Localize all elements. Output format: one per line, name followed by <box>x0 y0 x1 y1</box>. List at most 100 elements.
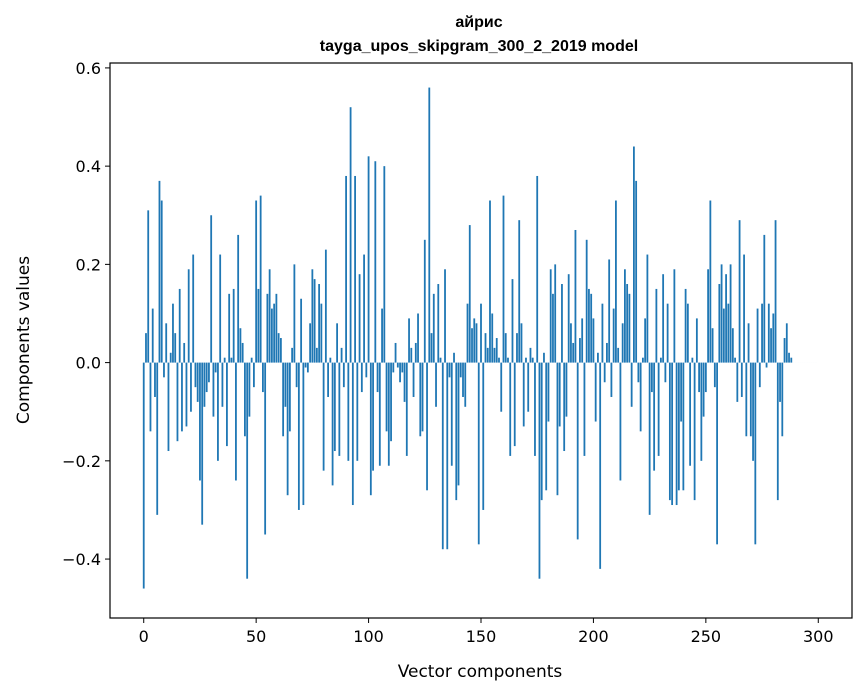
x-axis-ticks: 0 50 100 150 200 250 300 <box>139 618 834 646</box>
bar <box>459 362 462 378</box>
bar <box>785 323 788 363</box>
bar <box>201 362 204 525</box>
bar <box>646 254 649 363</box>
bar <box>484 333 487 363</box>
bar <box>163 362 165 378</box>
bar <box>293 264 296 363</box>
bar <box>226 362 228 447</box>
bar <box>502 195 505 363</box>
bar <box>284 362 287 407</box>
bar <box>232 288 235 363</box>
bar <box>700 362 703 461</box>
bar <box>473 318 476 363</box>
bar <box>363 254 365 363</box>
bar <box>549 269 552 363</box>
bar <box>493 347 496 363</box>
x-tick-label: 250 <box>691 627 722 646</box>
bar <box>369 362 372 496</box>
bar <box>444 269 446 363</box>
bar <box>790 357 793 363</box>
bar <box>770 328 772 363</box>
bar <box>756 308 759 363</box>
bar <box>776 362 779 501</box>
bar <box>462 362 464 397</box>
bar <box>390 362 392 442</box>
bar <box>761 303 763 363</box>
bar <box>772 313 775 363</box>
bar <box>621 323 624 363</box>
bar <box>554 264 557 363</box>
y-axis-label: Components values <box>14 256 34 424</box>
bar <box>588 288 590 363</box>
bar <box>448 362 451 378</box>
bar <box>187 269 190 363</box>
bar <box>475 323 478 363</box>
y-tick-label: 0.6 <box>76 59 101 78</box>
bar <box>165 323 168 363</box>
bar <box>729 264 732 363</box>
bar <box>428 87 431 363</box>
bar <box>412 362 415 397</box>
bar <box>340 347 343 363</box>
bar <box>556 362 559 496</box>
bar <box>192 254 195 363</box>
bar <box>365 362 368 378</box>
bar <box>315 347 318 363</box>
bar <box>259 195 262 363</box>
bar <box>547 362 550 422</box>
bar <box>181 362 183 432</box>
bar <box>185 362 188 427</box>
bar <box>513 362 516 447</box>
bar <box>736 362 739 402</box>
bar <box>277 333 280 363</box>
bar <box>255 200 258 363</box>
bar <box>324 249 327 363</box>
bar <box>686 303 689 363</box>
bar <box>154 362 156 397</box>
bar <box>624 269 626 363</box>
bar <box>172 303 174 363</box>
bar <box>331 362 334 486</box>
y-tick-label: 0.0 <box>76 354 101 373</box>
bar <box>779 362 781 402</box>
bar <box>511 279 514 363</box>
bar <box>617 347 620 363</box>
bar <box>491 313 494 363</box>
bar <box>405 362 408 456</box>
bar <box>264 362 267 535</box>
bar <box>576 362 579 540</box>
bar <box>664 362 667 383</box>
bar <box>743 254 745 363</box>
bar <box>378 362 381 466</box>
bar <box>147 210 150 363</box>
bar <box>160 200 163 363</box>
bar <box>432 293 435 363</box>
bar <box>423 239 426 363</box>
bar <box>590 293 593 363</box>
bar <box>439 357 442 363</box>
bar <box>637 362 640 383</box>
bar <box>641 357 644 363</box>
bar <box>306 362 309 373</box>
bar <box>385 362 388 432</box>
plot-frame <box>109 62 853 619</box>
chart-title: айрис <box>455 14 502 31</box>
bar <box>374 161 377 363</box>
bar <box>507 357 509 363</box>
bar <box>781 362 784 437</box>
bar <box>570 323 572 363</box>
bar <box>446 362 449 550</box>
bar <box>327 362 329 397</box>
bar <box>599 362 602 569</box>
bar <box>288 362 291 432</box>
bar <box>752 362 754 461</box>
bar <box>671 362 674 506</box>
chart-subtitle: tayga_upos_skipgram_300_2_2019 model <box>320 38 638 55</box>
bar <box>430 333 433 363</box>
y-axis-ticks: −0.4 −0.2 0.0 0.2 0.4 0.6 <box>62 59 110 569</box>
bar <box>408 318 410 363</box>
bar <box>482 362 485 510</box>
bar <box>376 362 379 393</box>
bar <box>372 362 374 471</box>
bar <box>615 200 617 363</box>
